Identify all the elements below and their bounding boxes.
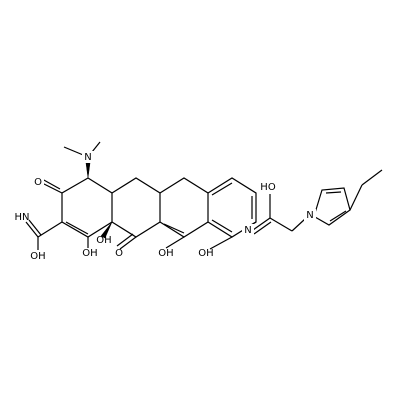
atom-label: N bbox=[306, 210, 313, 221]
atom-labels: N O HN OH OH OH O OH OH N HO N bbox=[15, 151, 316, 262]
atom-label: HN bbox=[15, 212, 30, 223]
atom-label: OH bbox=[82, 248, 97, 259]
atom-label: OH bbox=[96, 235, 111, 246]
atom-label: OH bbox=[30, 251, 45, 262]
atom-label: N bbox=[84, 152, 91, 163]
bonds bbox=[25, 141, 383, 250]
atom-label: O bbox=[115, 248, 123, 259]
atom-label: O bbox=[34, 177, 42, 188]
atom-label: HO bbox=[260, 182, 276, 193]
atom-label: N bbox=[244, 225, 251, 236]
atom-label: OH bbox=[198, 248, 213, 259]
atom-label: OH bbox=[158, 248, 173, 259]
